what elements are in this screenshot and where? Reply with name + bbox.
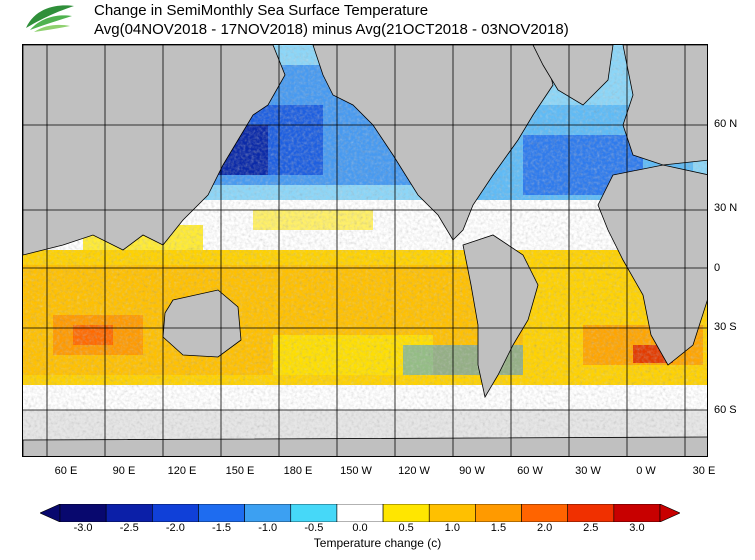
colorbar-tick-label: -1.0 bbox=[258, 522, 278, 534]
colorbar-tick-label: 3.0 bbox=[629, 522, 645, 534]
colorbar-segment bbox=[59, 503, 107, 523]
sst-map-canvas bbox=[23, 45, 707, 456]
lat-label: 30 N bbox=[714, 202, 738, 214]
colorbar-tick-label: -2.5 bbox=[119, 522, 139, 534]
sst-map bbox=[22, 44, 708, 457]
colorbar-tick-label: 0.5 bbox=[398, 522, 414, 534]
colorbar-segment bbox=[336, 503, 384, 523]
lat-label: 30 S bbox=[714, 321, 737, 333]
lon-label: 0 W bbox=[636, 465, 656, 477]
lon-label: 90 E bbox=[112, 465, 136, 477]
land-africa bbox=[597, 164, 707, 366]
colorbar-segment bbox=[105, 503, 153, 523]
land-antarctica bbox=[23, 436, 707, 456]
colorbar bbox=[39, 503, 681, 523]
lon-label: 150 W bbox=[340, 465, 372, 477]
cwb-logo bbox=[20, 2, 80, 38]
lon-label: 30 W bbox=[575, 465, 601, 477]
colorbar-scale bbox=[39, 503, 681, 523]
colorbar-label: Temperature change (c) bbox=[313, 536, 442, 550]
colorbar-segment bbox=[567, 503, 615, 523]
colorbar-segment bbox=[475, 503, 522, 523]
lat-label: 60 S bbox=[714, 404, 737, 416]
lat-label: 0 bbox=[714, 262, 721, 274]
colorbar-segment bbox=[290, 503, 338, 523]
lon-label: 30 E bbox=[692, 465, 716, 477]
colorbar-tick-label: 0.0 bbox=[352, 522, 368, 534]
chart-subtitle: Avg(04NOV2018 - 17NOV2018) minus Avg(21O… bbox=[94, 21, 569, 38]
colorbar-tick-label: -0.5 bbox=[304, 522, 324, 534]
colorbar-tick-label: 1.5 bbox=[490, 522, 507, 534]
lon-label: 180 E bbox=[283, 465, 313, 477]
colorbar-segment bbox=[198, 503, 245, 523]
land-greenland bbox=[532, 45, 614, 106]
lon-label: 120 E bbox=[167, 465, 197, 477]
colorbar-tick-label: 1.0 bbox=[444, 522, 460, 534]
colorbar-max-arrow bbox=[659, 503, 681, 523]
colorbar-segment bbox=[521, 503, 568, 523]
lon-label: 60 W bbox=[517, 465, 543, 477]
colorbar-segment bbox=[428, 503, 476, 523]
land-masses bbox=[23, 45, 707, 456]
colorbar-segment bbox=[152, 503, 199, 523]
colorbar-min-arrow bbox=[39, 503, 61, 523]
lon-label: 60 E bbox=[54, 465, 78, 477]
colorbar-segment bbox=[613, 503, 661, 523]
colorbar-tick-label: 2.0 bbox=[536, 522, 553, 534]
land-australia bbox=[162, 289, 242, 358]
lon-label: 150 E bbox=[225, 465, 255, 477]
colorbar-segment bbox=[382, 503, 430, 523]
colorbar-tick-label: -3.0 bbox=[73, 522, 93, 534]
colorbar-tick-label: -2.0 bbox=[165, 522, 185, 534]
colorbar-tick-label: 2.5 bbox=[583, 522, 599, 534]
land-south-america bbox=[462, 234, 539, 399]
map-graticule bbox=[23, 45, 707, 456]
lat-label: 60 N bbox=[714, 118, 738, 130]
colorbar-tick-label: -1.5 bbox=[212, 522, 232, 534]
colorbar-segment bbox=[244, 503, 292, 523]
land-europe bbox=[622, 45, 707, 166]
lon-label: 90 W bbox=[459, 465, 485, 477]
lon-label: 120 W bbox=[398, 465, 430, 477]
chart-title: Change in SemiMonthly Sea Surface Temper… bbox=[94, 2, 429, 19]
land-asia bbox=[23, 45, 286, 256]
